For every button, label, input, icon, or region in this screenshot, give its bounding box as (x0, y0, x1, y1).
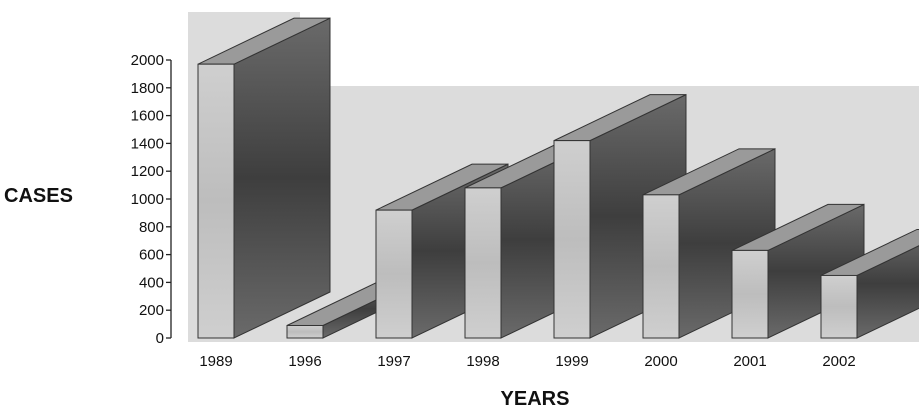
y-axis: 0 200 400 600 800 1000 1200 1400 1600 1800 2000 (131, 52, 172, 347)
x-tick-label: 2001 (733, 353, 766, 370)
bar-front (553, 140, 591, 339)
y-tick-label: 1600 (131, 108, 164, 125)
bars-group (197, 17, 919, 339)
y-tick-label: 1400 (131, 135, 164, 152)
x-tick-label: 2000 (644, 353, 677, 370)
y-tick-label: 0 (156, 330, 164, 347)
x-tick-label: 1996 (288, 353, 321, 370)
y-tick-label: 2000 (131, 52, 164, 69)
y-tick-label: 1200 (131, 163, 164, 180)
bar-side (233, 17, 331, 339)
y-tick-label: 200 (139, 302, 164, 319)
x-tick-label: 1999 (555, 353, 588, 370)
y-tick-label: 800 (139, 219, 164, 236)
y-tick-label: 400 (139, 274, 164, 291)
bar-front (642, 194, 680, 339)
bar-front (197, 63, 235, 339)
bar-front (731, 249, 769, 339)
bar (553, 93, 687, 339)
x-tick-label: 1998 (466, 353, 499, 370)
bar (820, 228, 919, 339)
bar-front (375, 209, 413, 339)
bar-front (286, 324, 324, 339)
y-axis-title: CASES (4, 185, 73, 207)
x-axis-title: YEARS (501, 388, 570, 410)
bar (197, 17, 331, 339)
x-tick-label: 2002 (822, 353, 855, 370)
x-axis-labels: 1989 1996 1997 1998 1999 2000 2001 2002 (199, 353, 855, 370)
y-tick-label: 1000 (131, 191, 164, 208)
bar-front (820, 274, 858, 339)
y-tick-label: 600 (139, 247, 164, 264)
y-tick-label: 1800 (131, 80, 164, 97)
x-tick-label: 1989 (199, 353, 232, 370)
bar (731, 203, 865, 339)
bar-front (464, 187, 502, 339)
x-tick-label: 1997 (377, 353, 410, 370)
